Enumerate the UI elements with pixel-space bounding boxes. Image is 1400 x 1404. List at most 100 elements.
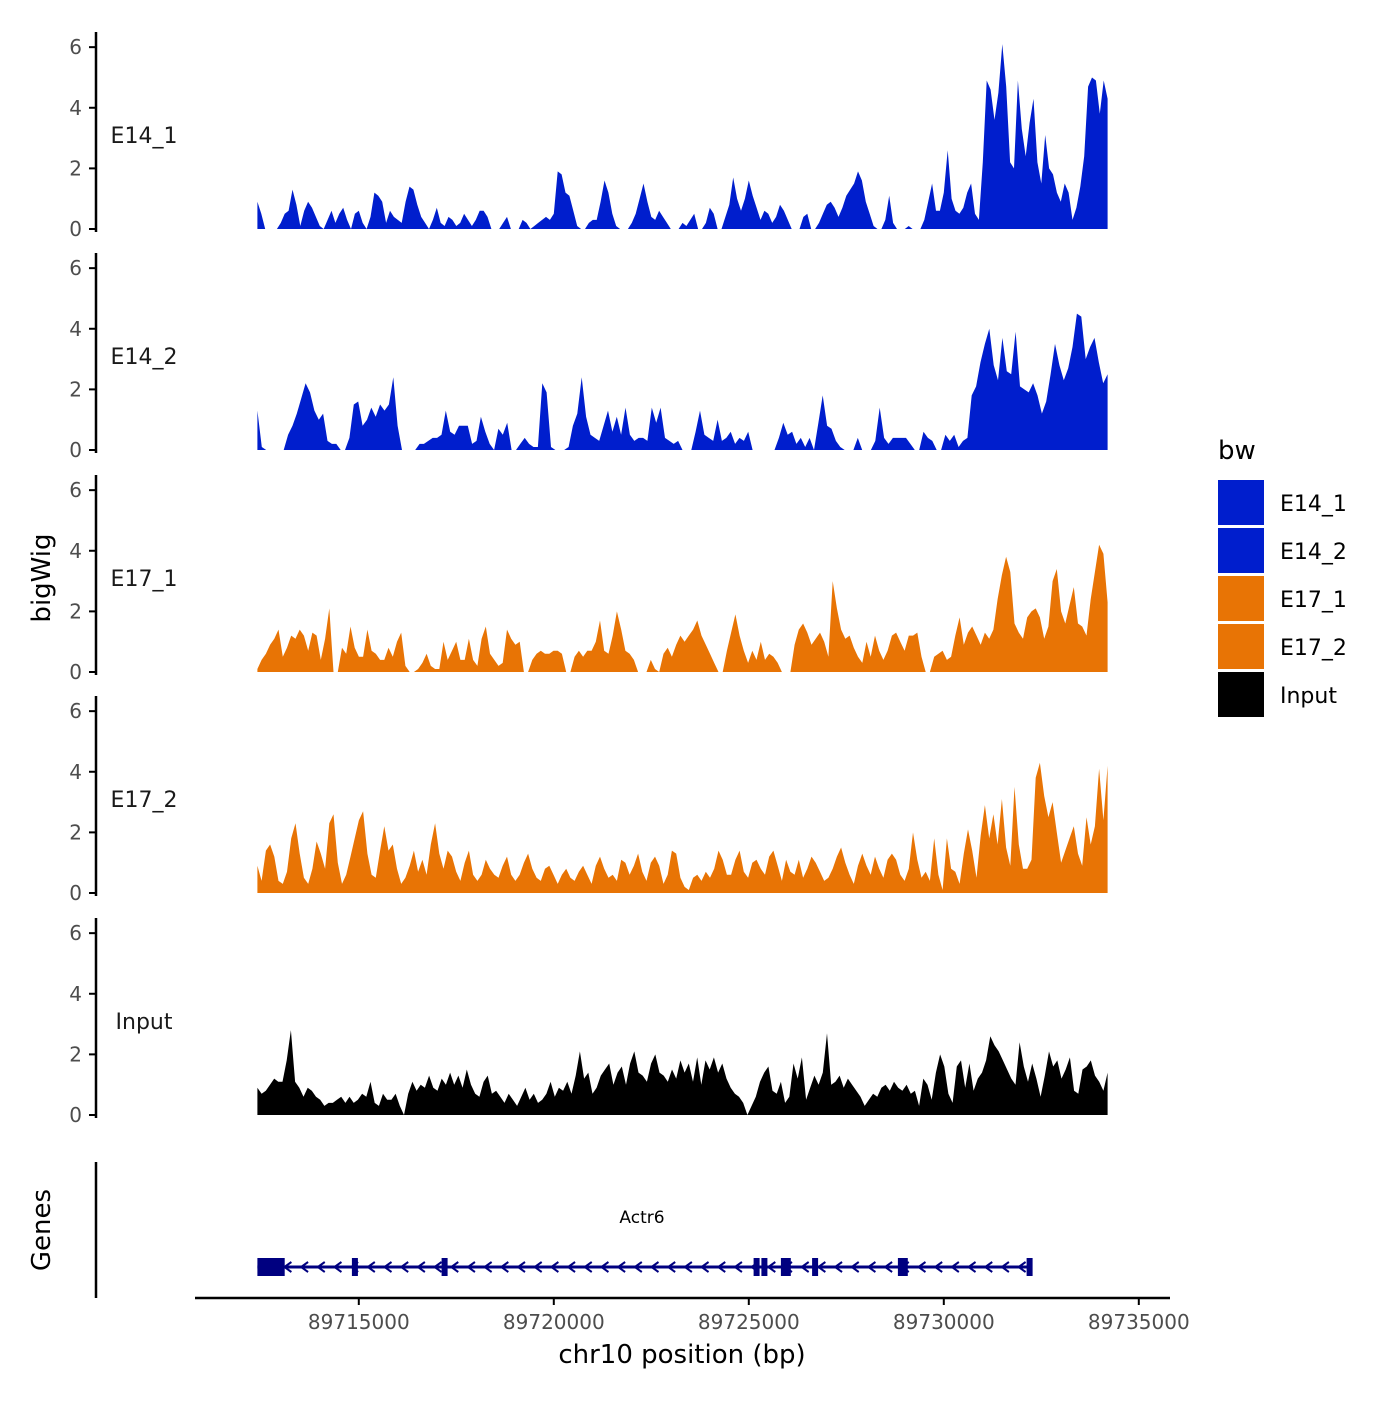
track-label-input: Input	[116, 1010, 173, 1035]
coverage-area-e17-2[interactable]	[257, 762, 1108, 893]
gene-exon[interactable]	[780, 1258, 787, 1276]
legend-label-e14-1: E14_1	[1280, 492, 1347, 517]
strand-arrow-icon	[366, 1261, 376, 1273]
gene-exon[interactable]	[901, 1258, 908, 1276]
strand-arrow-icon	[599, 1261, 610, 1273]
strand-arrow-icon	[532, 1261, 543, 1273]
strand-arrow-icon	[549, 1261, 559, 1273]
y-tick-label: 0	[69, 881, 82, 905]
strand-arrow-icon	[850, 1261, 860, 1273]
genes-axis-title: Genes	[27, 1189, 57, 1271]
coverage-area-e14-2[interactable]	[257, 313, 1108, 450]
legend-swatch-input	[1218, 672, 1264, 717]
strand-arrow-icon	[1016, 1261, 1027, 1273]
gene-model-actr6[interactable]	[257, 1258, 1033, 1276]
x-tick-label: 89725000	[698, 1310, 800, 1334]
y-tick-label: 6	[69, 256, 82, 280]
legend-label-e14-2: E14_2	[1280, 540, 1347, 565]
strand-arrow-icon	[766, 1261, 776, 1273]
legend-swatch-e14-2	[1218, 528, 1264, 573]
gene-terminal-exon[interactable]	[257, 1258, 285, 1276]
track-panel-e14-2: 0 2 4 6 E14_2	[69, 253, 1108, 462]
legend-label-input: Input	[1280, 684, 1337, 709]
strand-arrow-icon	[399, 1261, 409, 1273]
strand-arrow-icon	[416, 1261, 426, 1273]
y-tick-label: 0	[69, 438, 82, 462]
strand-arrow-icon	[649, 1261, 660, 1273]
y-tick-label: 2	[69, 599, 82, 623]
strand-arrow-icon	[516, 1261, 526, 1273]
coverage-area-e14-1[interactable]	[257, 44, 1108, 229]
gene-exon[interactable]	[441, 1258, 448, 1276]
strand-arrow-icon	[933, 1261, 943, 1273]
gene-exon[interactable]	[753, 1258, 760, 1276]
strand-arrow-icon	[382, 1261, 393, 1273]
tracks-layer: 0 2 4 6 E14_1 0 2 4 6 E14_2 0 2 4 6 E17_1 0 2 4 6 E17_2 0 2 4 6…	[69, 32, 1108, 1127]
strand-arrow-icon	[566, 1261, 576, 1273]
strand-arrow-icon	[449, 1261, 459, 1273]
strand-arrow-icon	[299, 1261, 309, 1273]
legend-entries: E14_1 E14_2 E17_1 E17_2 Input	[1218, 480, 1347, 717]
strand-arrow-icon	[1000, 1261, 1010, 1273]
x-axis: 89715000 89720000 89725000 89730000 89735000…	[195, 1296, 1190, 1370]
gene-exon[interactable]	[351, 1258, 358, 1276]
strand-arrow-icon	[683, 1261, 693, 1273]
y-tick-label: 2	[69, 156, 82, 180]
legend-title: bw	[1218, 436, 1256, 466]
strand-arrow-icon	[733, 1261, 743, 1273]
x-tick-label: 89715000	[308, 1310, 410, 1334]
coverage-area-input[interactable]	[257, 1030, 1108, 1115]
gene-exon[interactable]	[784, 1258, 791, 1276]
y-tick-label: 4	[69, 539, 82, 563]
track-label-e14-1: E14_1	[111, 124, 178, 149]
x-axis-ticks: 89715000 89720000 89725000 89730000 89735000	[308, 1298, 1190, 1334]
strand-arrow-icon	[699, 1261, 710, 1273]
y-tick-label: 6	[69, 921, 82, 945]
strand-arrow-icon	[983, 1261, 993, 1273]
x-tick-label: 89720000	[503, 1310, 605, 1334]
y-tick-label: 4	[69, 317, 82, 341]
y-tick-label: 4	[69, 96, 82, 120]
track-label-e14-2: E14_2	[111, 345, 178, 370]
coverage-area-e17-1[interactable]	[257, 544, 1108, 672]
legend: bw E14_1 E14_2 E17_1 E17_2 Input	[1218, 436, 1347, 717]
strand-arrow-icon	[466, 1261, 476, 1273]
x-tick-label: 89730000	[893, 1310, 995, 1334]
y-tick-label: 2	[69, 820, 82, 844]
strand-arrow-icon	[316, 1261, 326, 1273]
strand-arrow-icon	[666, 1261, 676, 1273]
y-tick-label: 0	[69, 217, 82, 241]
y-tick-label: 4	[69, 760, 82, 784]
y-tick-label: 4	[69, 982, 82, 1006]
legend-swatch-e14-1	[1218, 480, 1264, 525]
strand-arrow-icon	[883, 1261, 893, 1273]
track-panel-e17-2: 0 2 4 6 E17_2	[69, 696, 1108, 905]
gene-exon[interactable]	[897, 1258, 904, 1276]
legend-label-e17-2: E17_2	[1280, 636, 1347, 661]
gene-exon[interactable]	[1026, 1258, 1033, 1276]
legend-swatch-e17-2	[1218, 624, 1264, 669]
strand-arrow-icon	[833, 1261, 843, 1273]
strand-arrow-icon	[633, 1261, 643, 1273]
x-tick-label: 89735000	[1088, 1310, 1190, 1334]
gene-exon[interactable]	[761, 1258, 768, 1276]
strand-arrow-icon	[583, 1261, 593, 1273]
y-tick-label: 6	[69, 35, 82, 59]
gene-exon[interactable]	[812, 1258, 819, 1276]
strand-arrow-icon	[716, 1261, 726, 1273]
strand-arrow-icon	[966, 1261, 977, 1273]
y-axis-title: bigWig	[27, 533, 57, 622]
track-label-e17-2: E17_2	[111, 788, 178, 813]
track-panel-e17-1: 0 2 4 6 E17_1	[69, 475, 1108, 684]
y-tick-label: 2	[69, 1042, 82, 1066]
y-tick-label: 2	[69, 377, 82, 401]
strand-arrow-icon	[616, 1261, 626, 1273]
y-tick-label: 0	[69, 1103, 82, 1127]
strand-arrow-icon	[866, 1261, 877, 1273]
strand-arrow-icon	[916, 1261, 927, 1273]
gene-name-label: Actr6	[619, 1208, 664, 1228]
legend-label-e17-1: E17_1	[1280, 588, 1347, 613]
strand-arrow-icon	[482, 1261, 493, 1273]
legend-swatch-e17-1	[1218, 576, 1264, 621]
